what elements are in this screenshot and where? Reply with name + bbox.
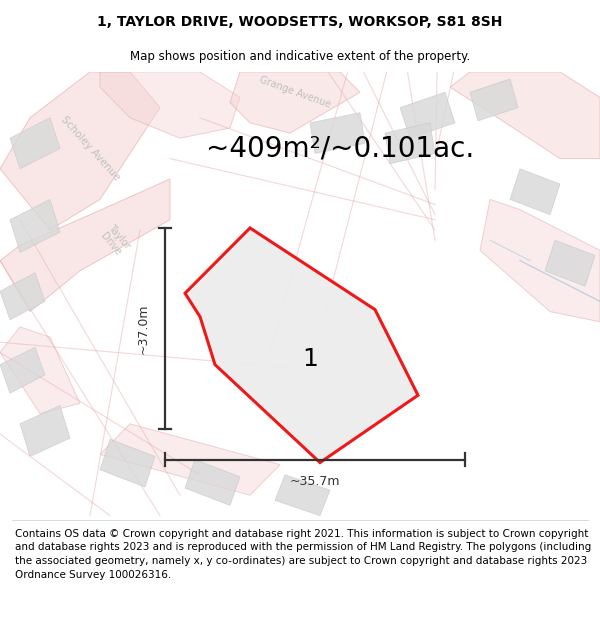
Text: ~409m²/~0.101ac.: ~409m²/~0.101ac. — [206, 134, 474, 162]
Polygon shape — [275, 475, 330, 516]
Polygon shape — [20, 406, 70, 456]
Polygon shape — [0, 348, 45, 393]
Text: 1: 1 — [302, 347, 319, 371]
Text: ~37.0m: ~37.0m — [137, 303, 149, 354]
Polygon shape — [10, 199, 60, 252]
Polygon shape — [450, 72, 600, 159]
Polygon shape — [400, 92, 455, 138]
Text: Contains OS data © Crown copyright and database right 2021. This information is : Contains OS data © Crown copyright and d… — [15, 529, 591, 579]
Polygon shape — [0, 179, 170, 312]
Polygon shape — [385, 123, 435, 164]
Text: Taylor
Drive: Taylor Drive — [98, 222, 133, 258]
Polygon shape — [545, 240, 595, 286]
Polygon shape — [100, 439, 155, 487]
Polygon shape — [0, 72, 160, 230]
Text: 1, TAYLOR DRIVE, WOODSETTS, WORKSOP, S81 8SH: 1, TAYLOR DRIVE, WOODSETTS, WORKSOP, S81… — [97, 14, 503, 29]
Polygon shape — [310, 112, 365, 154]
Text: Map shows position and indicative extent of the property.: Map shows position and indicative extent… — [130, 49, 470, 62]
Polygon shape — [100, 72, 240, 138]
Polygon shape — [230, 72, 360, 133]
Polygon shape — [0, 327, 80, 414]
Polygon shape — [510, 169, 560, 215]
Text: Grange Avenue: Grange Avenue — [258, 75, 332, 110]
Polygon shape — [10, 118, 60, 169]
Polygon shape — [0, 273, 45, 320]
Polygon shape — [185, 459, 240, 506]
Polygon shape — [185, 228, 418, 462]
Text: ~35.7m: ~35.7m — [290, 476, 340, 489]
Text: Scholey Avenue: Scholey Avenue — [59, 114, 121, 182]
Polygon shape — [100, 424, 280, 495]
Polygon shape — [480, 199, 600, 322]
Polygon shape — [470, 79, 518, 121]
